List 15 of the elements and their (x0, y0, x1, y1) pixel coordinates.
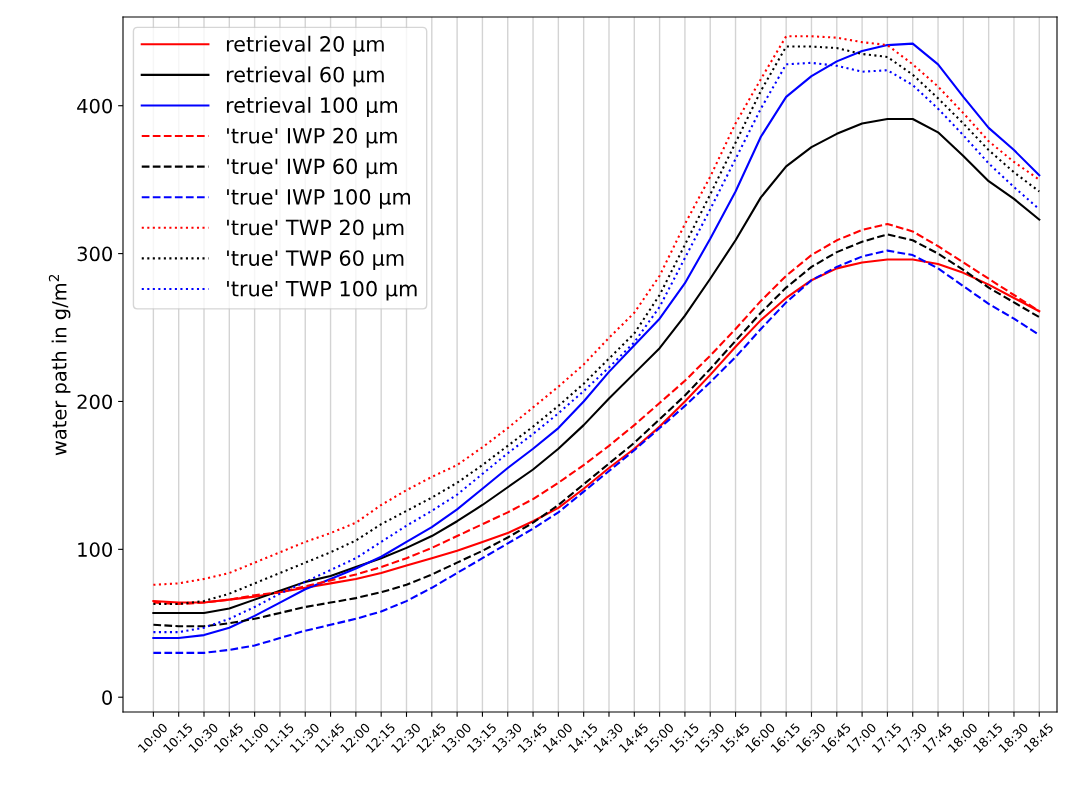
legend-label: 'true' IWP 60 µm (227, 158, 397, 179)
legend-label: 'true' IWP 100 µm (227, 189, 411, 209)
legend-label: retrieval 20 µm (226, 35, 384, 56)
y-tick-label: 200 (77, 394, 112, 410)
legend-label: retrieval 60 µm (226, 66, 384, 87)
y-tick-label: 300 (77, 246, 112, 262)
legend-label: 'true' TWP 60 µm (227, 250, 404, 270)
y-axis-title: water path in g/m$^{2}$ (48, 274, 71, 456)
legend-label: retrieval 100 µm (226, 96, 398, 118)
y-tick-label: 100 (78, 542, 112, 557)
legend-label: 'true' TWP 100 µm (227, 280, 417, 301)
y-tick-label: 0 (102, 690, 112, 705)
legend-label: 'true' IWP 20 µm (227, 127, 397, 148)
legend-label: 'true' TWP 20 µm (227, 219, 404, 240)
y-tick-label: 400 (77, 98, 112, 114)
